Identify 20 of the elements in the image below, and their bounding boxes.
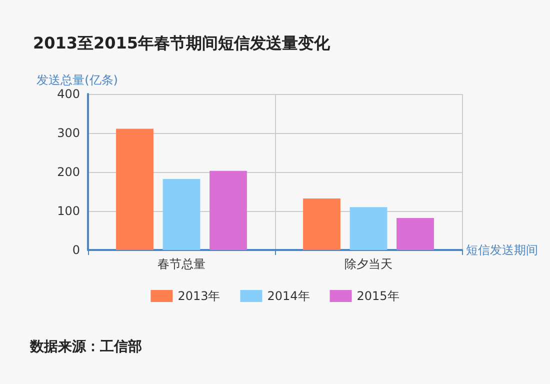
x-tick-label: 除夕当天 [344, 257, 392, 271]
bar [210, 170, 247, 250]
bar [350, 207, 388, 250]
bar [116, 128, 154, 250]
chart-title: 2013至2015年春节期间短信发送量变化 [33, 34, 332, 52]
y-tick-label: 100 [57, 204, 80, 218]
source-note: 数据来源：工信部 [29, 338, 142, 355]
legend-label: 2014年 [267, 289, 310, 303]
bar [303, 198, 340, 250]
bar [162, 179, 200, 250]
x-axis-title: 短信发送期间 [466, 243, 538, 257]
legend-label: 2015年 [356, 289, 400, 303]
y-tick-label: 300 [57, 126, 80, 140]
legend-label: 2013年 [178, 289, 220, 303]
bar [396, 218, 434, 250]
x-tick-label: 春节总量 [158, 257, 206, 271]
y-tick-label: 400 [57, 87, 80, 101]
y-tick-label: 200 [57, 165, 80, 179]
y-axis-title: 发送总量(亿条) [36, 73, 118, 87]
y-tick-label: 0 [72, 243, 80, 257]
